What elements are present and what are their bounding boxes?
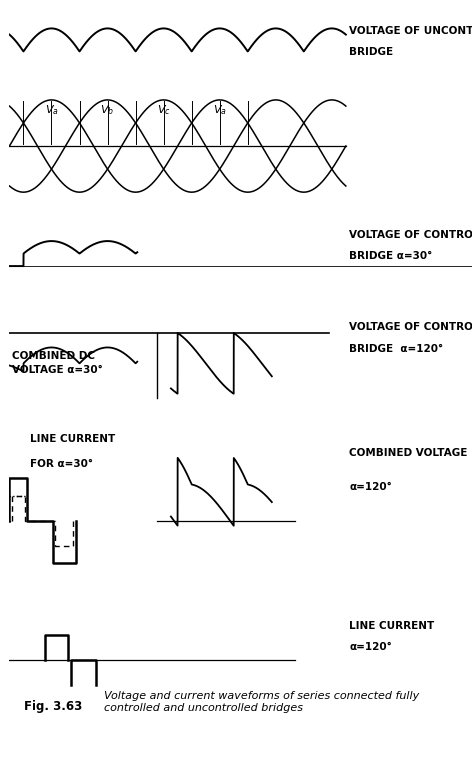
Text: LINE CURRENT: LINE CURRENT xyxy=(349,620,434,630)
Text: COMBINED DC: COMBINED DC xyxy=(12,350,94,360)
Text: $V_{b}$: $V_{b}$ xyxy=(101,103,115,118)
Text: BRIDGE: BRIDGE xyxy=(349,47,393,57)
Text: $V_{c}$: $V_{c}$ xyxy=(157,103,170,118)
Text: FOR α=30°: FOR α=30° xyxy=(30,459,93,469)
Text: BRIDGE  α=120°: BRIDGE α=120° xyxy=(349,344,443,354)
Text: Voltage and current waveforms of series connected fully
controlled and uncontrol: Voltage and current waveforms of series … xyxy=(104,692,419,713)
Text: α=120°: α=120° xyxy=(349,482,392,492)
Text: Fig. 3.63: Fig. 3.63 xyxy=(24,700,82,713)
Text: VOLTAGE OF CONTROLLED: VOLTAGE OF CONTROLLED xyxy=(349,322,472,332)
Text: COMBINED VOLTAGE: COMBINED VOLTAGE xyxy=(349,448,468,458)
Text: α=120°: α=120° xyxy=(349,642,392,652)
Text: BRIDGE α=30°: BRIDGE α=30° xyxy=(349,251,432,261)
Text: LINE CURRENT: LINE CURRENT xyxy=(30,434,115,444)
Text: $V_{a}$: $V_{a}$ xyxy=(213,103,227,118)
Text: VOLTAGE OF UNCONTROLLED: VOLTAGE OF UNCONTROLLED xyxy=(349,26,472,36)
Text: VOLTAGE OF CONTROLLED: VOLTAGE OF CONTROLLED xyxy=(349,230,472,240)
Text: $V_{a}$: $V_{a}$ xyxy=(44,103,59,118)
Text: VOLTAGE α=30°: VOLTAGE α=30° xyxy=(12,365,102,376)
